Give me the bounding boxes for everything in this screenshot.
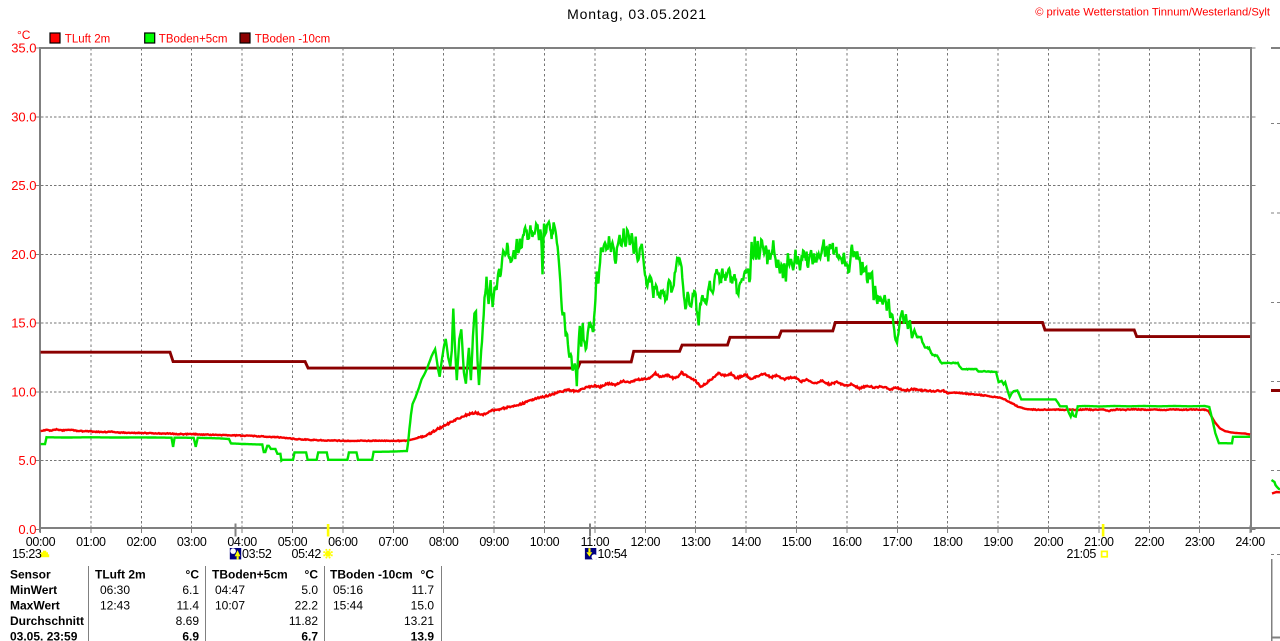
svg-text:22:00: 22:00: [1135, 535, 1165, 549]
svg-text:04:47: 04:47: [215, 583, 245, 597]
svg-text:13:00: 13:00: [681, 535, 711, 549]
svg-text:TBoden -10cm: TBoden -10cm: [330, 568, 413, 582]
svg-text:05:16: 05:16: [333, 583, 363, 597]
svg-text:6.1: 6.1: [182, 583, 199, 597]
svg-text:06:30: 06:30: [100, 583, 130, 597]
svg-text:03:00: 03:00: [177, 535, 207, 549]
svg-text:0.0: 0.0: [18, 522, 36, 537]
svg-text:08:00: 08:00: [429, 535, 459, 549]
svg-text:MinWert: MinWert: [10, 583, 57, 597]
svg-text:14:00: 14:00: [731, 535, 761, 549]
svg-text:05:00: 05:00: [278, 535, 308, 549]
svg-text:07:00: 07:00: [379, 535, 409, 549]
svg-text:10.0: 10.0: [11, 385, 36, 400]
svg-text:°C: °C: [17, 28, 31, 42]
svg-text:09:00: 09:00: [479, 535, 509, 549]
svg-text:20:00: 20:00: [1034, 535, 1064, 549]
svg-text:TBoden+5cm: TBoden+5cm: [212, 568, 288, 582]
svg-text:15:23: 15:23: [12, 547, 42, 561]
svg-text:15.0: 15.0: [11, 316, 36, 331]
svg-text:10:00: 10:00: [530, 535, 560, 549]
svg-text:°C: °C: [421, 568, 435, 582]
svg-text:5.0: 5.0: [301, 583, 318, 597]
svg-text:19:00: 19:00: [983, 535, 1013, 549]
svg-text:10:54: 10:54: [598, 547, 628, 561]
svg-text:15.0: 15.0: [411, 599, 435, 613]
svg-text:TLuft 2m: TLuft 2m: [95, 568, 146, 582]
svg-text:20.0: 20.0: [11, 247, 36, 262]
svg-text:© private Wetterstation Tinnum: © private Wetterstation Tinnum/Westerlan…: [1035, 7, 1271, 19]
svg-text:Sensor: Sensor: [10, 568, 51, 582]
svg-text:23:00: 23:00: [1185, 535, 1215, 549]
svg-text:12:00: 12:00: [631, 535, 661, 549]
svg-text:11.7: 11.7: [412, 583, 435, 597]
svg-text:15:44: 15:44: [333, 599, 363, 613]
svg-text:11:00: 11:00: [581, 535, 610, 549]
svg-text:8.69: 8.69: [176, 614, 200, 628]
svg-text:°C: °C: [186, 568, 200, 582]
svg-text:24:00: 24:00: [1235, 535, 1265, 549]
svg-text:22.2: 22.2: [295, 599, 319, 613]
svg-text:TBoden -10cm: TBoden -10cm: [255, 34, 330, 46]
svg-text:03:52: 03:52: [242, 547, 272, 561]
svg-text:17:00: 17:00: [883, 535, 913, 549]
svg-text:11.82: 11.82: [289, 614, 318, 628]
svg-text:04:00: 04:00: [227, 535, 257, 549]
svg-text:TLuft 2m: TLuft 2m: [65, 34, 110, 46]
svg-text:12:43: 12:43: [100, 599, 130, 613]
svg-text:10:07: 10:07: [215, 599, 245, 613]
svg-text:13.21: 13.21: [404, 614, 434, 628]
svg-text:13.9: 13.9: [411, 630, 435, 641]
svg-text:05:42: 05:42: [291, 547, 321, 561]
svg-text:Montag, 03.05.2021: Montag, 03.05.2021: [567, 6, 707, 22]
svg-text:15:00: 15:00: [782, 535, 812, 549]
svg-text:6.9: 6.9: [182, 630, 199, 641]
svg-text:11.4: 11.4: [177, 599, 200, 613]
svg-text:21:00: 21:00: [1084, 535, 1114, 549]
svg-text:6.7: 6.7: [301, 630, 318, 641]
svg-text:Durchschnitt: Durchschnitt: [10, 614, 84, 628]
svg-text:MaxWert: MaxWert: [10, 599, 60, 613]
svg-text:06:00: 06:00: [328, 535, 358, 549]
svg-text:16:00: 16:00: [832, 535, 862, 549]
svg-text:00:00: 00:00: [26, 535, 56, 549]
svg-text:21:05: 21:05: [1066, 547, 1096, 561]
svg-text:TBoden+5cm: TBoden+5cm: [159, 34, 228, 46]
svg-text:01:00: 01:00: [76, 535, 106, 549]
svg-text:03.05. 23:59: 03.05. 23:59: [10, 630, 78, 641]
svg-text:35.0: 35.0: [11, 41, 36, 56]
svg-text:5.0: 5.0: [18, 453, 36, 468]
svg-text:30.0: 30.0: [11, 109, 36, 124]
svg-text:25.0: 25.0: [11, 178, 36, 193]
svg-text:18:00: 18:00: [933, 535, 963, 549]
svg-text:02:00: 02:00: [127, 535, 157, 549]
svg-text:°C: °C: [305, 568, 319, 582]
